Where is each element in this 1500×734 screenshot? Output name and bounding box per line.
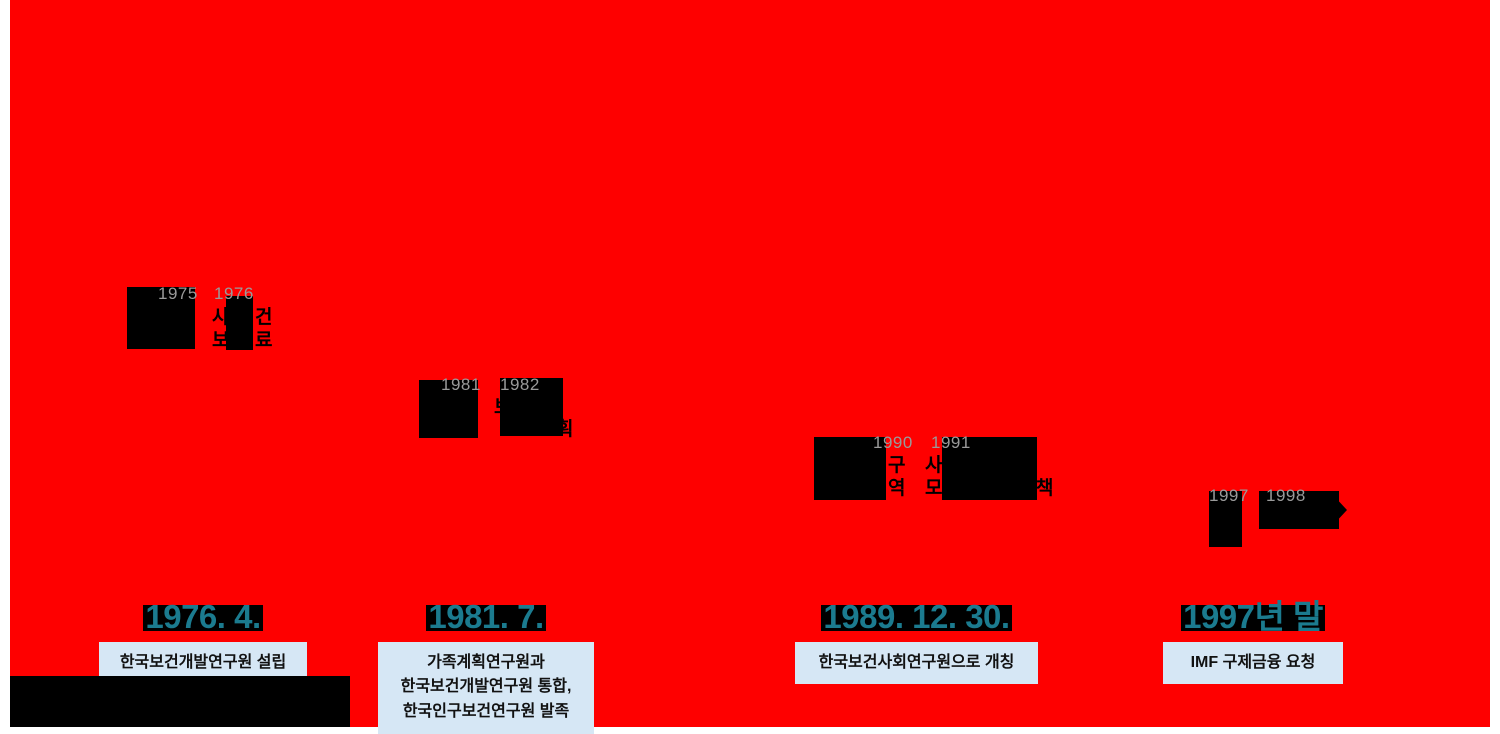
redaction-block-1982	[500, 378, 563, 436]
redaction-block-1976-a	[226, 296, 253, 350]
year-tick-1981: 1981	[441, 375, 481, 394]
year-tick-1998: 1998	[1266, 486, 1306, 505]
text-fragment-1991-a: 사	[925, 455, 943, 476]
event-date-3: 1989. 12. 30.	[821, 598, 1012, 635]
year-tick-1990: 1990	[873, 433, 913, 452]
event-date-2-text: 1981. 7.	[428, 598, 544, 635]
text-fragment-1998-a: 건	[1259, 504, 1277, 525]
redaction-block-1981	[419, 380, 478, 438]
year-tick-1997: 1997	[1209, 486, 1249, 505]
text-fragment-1982-b: 획	[556, 419, 574, 440]
text-fragment-1976-a: 사	[212, 307, 230, 328]
year-tick-1976: 1976	[214, 284, 254, 303]
date-redaction-3	[821, 605, 1012, 631]
text-fragment-1991-b: 모	[925, 478, 943, 499]
year-tick-1975: 1975	[158, 284, 198, 303]
text-fragment-1976-c: 보	[212, 330, 230, 351]
event-date-3-text: 1989. 12. 30.	[823, 598, 1010, 635]
event-description-3: 한국보건사회연구원으로 개칭	[795, 641, 1038, 685]
redaction-block-footer	[10, 676, 350, 727]
text-fragment-1982-a: 보	[494, 397, 512, 418]
text-fragment-1976-d: 료	[255, 330, 273, 351]
event-date-2: 1981. 7.	[426, 598, 546, 635]
year-tick-1991: 1991	[931, 433, 971, 452]
redaction-block-1991	[942, 437, 1037, 500]
event-date-1: 1976. 4.	[143, 598, 263, 635]
event-date-4-text: 1997년 말	[1183, 598, 1323, 635]
redaction-block-1990	[814, 437, 886, 500]
event-card-2[interactable]: 1981. 7. 가족계획연구원과 한국보건개발연구원 통합, 한국인구보건연구…	[378, 598, 594, 734]
text-fragment-1991-c: 책	[1036, 478, 1054, 499]
redaction-block-1998	[1259, 491, 1339, 529]
event-card-3[interactable]: 1989. 12. 30. 한국보건사회연구원으로 개칭	[795, 598, 1038, 685]
date-redaction-1	[143, 605, 263, 631]
text-fragment-1990-a: 구	[888, 455, 906, 476]
text-fragment-1981-a: 획	[462, 397, 480, 418]
event-description-2: 가족계획연구원과 한국보건개발연구원 통합, 한국인구보건연구원 발족	[378, 641, 594, 734]
year-tick-1982: 1982	[500, 375, 540, 394]
event-date-1-text: 1976. 4.	[145, 598, 261, 635]
timeline-arrow-icon	[1333, 495, 1347, 525]
date-redaction-2	[426, 605, 546, 631]
redaction-block-1997	[1209, 491, 1242, 547]
event-card-1[interactable]: 1976. 4. 한국보건개발연구원 설립	[99, 598, 307, 685]
text-fragment-1976-b: 건	[255, 307, 273, 328]
date-redaction-4	[1181, 605, 1325, 631]
text-fragment-1990-b: 역	[888, 478, 906, 499]
redaction-block-1975	[127, 287, 195, 349]
text-fragment-1981-b: 건	[462, 419, 480, 440]
event-description-4: IMF 구제금융 요청	[1163, 641, 1343, 685]
event-card-4[interactable]: 1997년 말 IMF 구제금융 요청	[1163, 598, 1343, 685]
event-date-4: 1997년 말	[1181, 598, 1325, 635]
